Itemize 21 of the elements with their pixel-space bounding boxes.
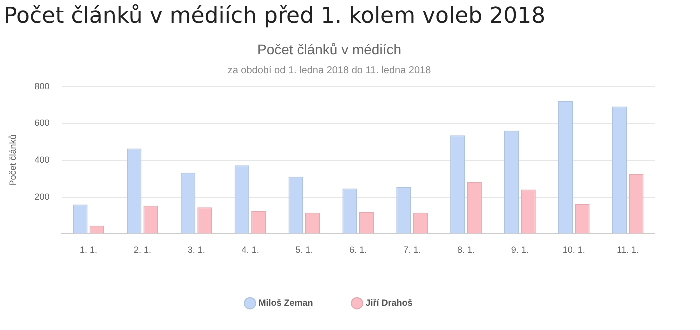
x-tick-label: 2. 1.	[134, 245, 152, 256]
y-tick-label: 800	[34, 81, 50, 92]
y-axis-title: Počet článků	[8, 134, 18, 186]
legend-label: Miloš Zeman	[258, 298, 314, 308]
x-tick-label: 1. 1.	[80, 245, 98, 256]
x-tick-label: 8. 1.	[458, 245, 476, 256]
chart-subtitle: za období od 1. ledna 2018 do 11. ledna 2018	[228, 66, 432, 77]
x-tick-label: 9. 1.	[511, 245, 529, 256]
x-tick-label: 11. 1.	[617, 245, 639, 256]
x-tick-label: 5. 1.	[296, 245, 314, 256]
x-tick-label: 3. 1.	[188, 245, 206, 256]
legend-label: Jiří Drahoš	[366, 298, 413, 308]
x-tick-label: 6. 1.	[350, 245, 368, 256]
y-tick-label: 600	[34, 118, 50, 128]
y-tick-label: 400	[34, 154, 50, 165]
x-tick-label: 4. 1.	[242, 245, 260, 256]
x-tick-label: 10. 1.	[562, 245, 586, 256]
chart-title: Počet článků v médiích	[258, 41, 402, 58]
x-tick-label: 7. 1.	[404, 245, 422, 256]
text: Počet článků v médiích před 1. kolem voleb 2018	[4, 3, 546, 31]
y-tick-label: 200	[34, 192, 50, 202]
